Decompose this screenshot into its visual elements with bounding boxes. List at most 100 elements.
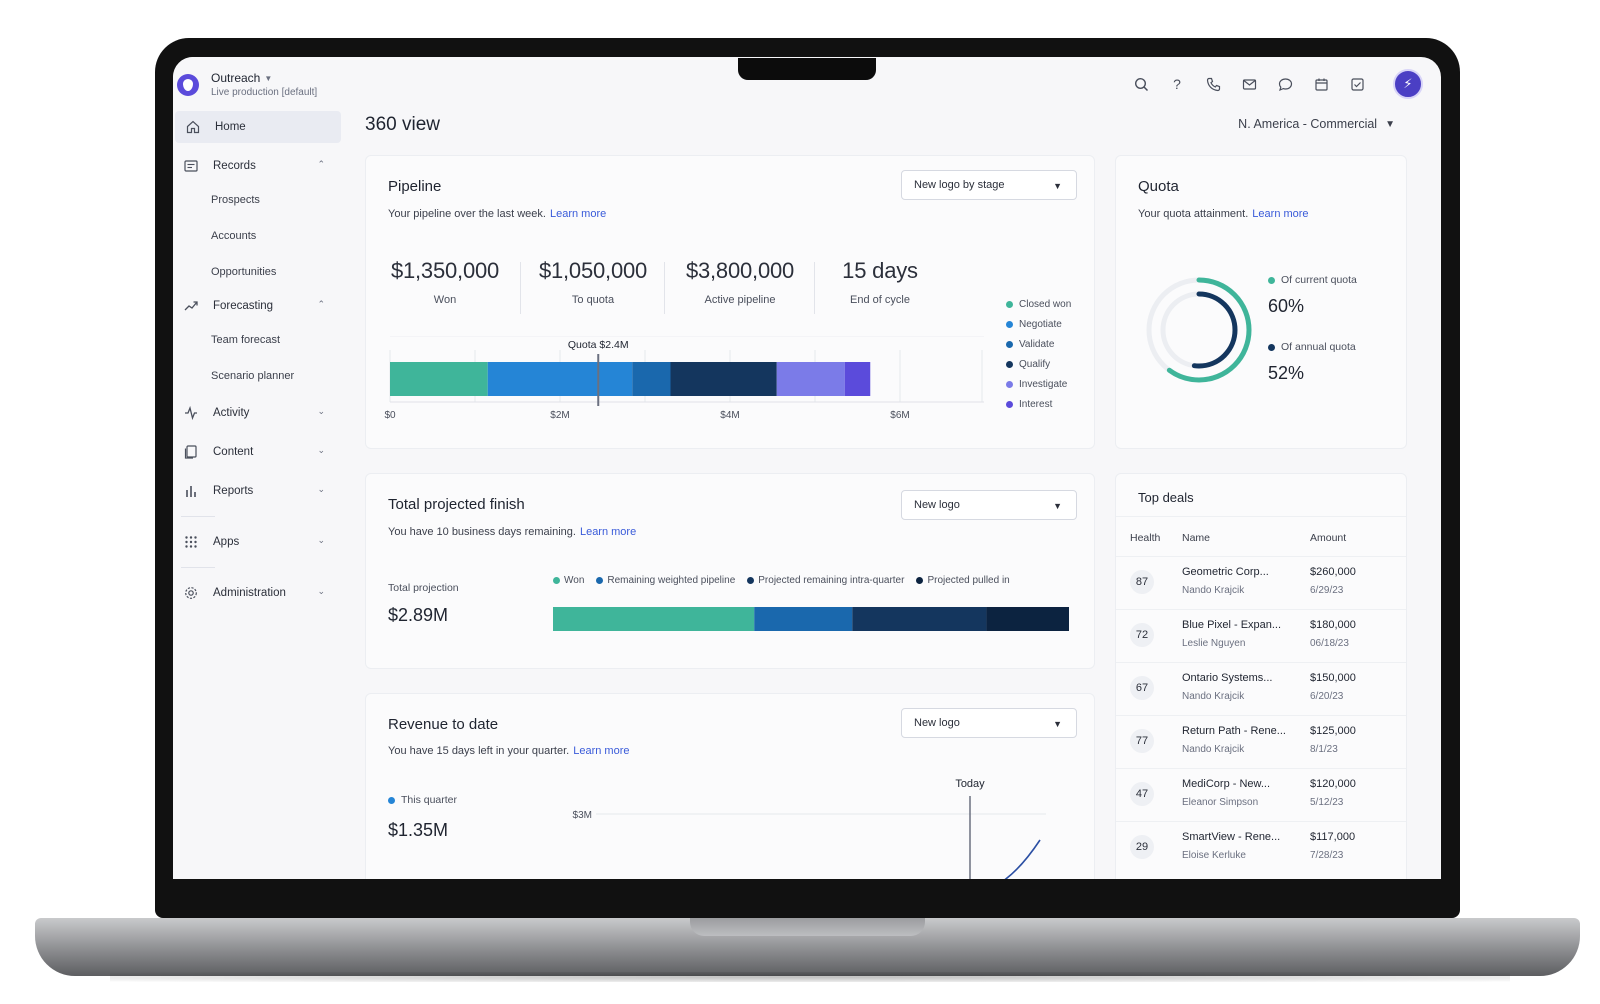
quota-current-value: 60% [1268,296,1305,316]
today-marker-label: Today [955,778,985,790]
revenue-view-select[interactable]: New logo ▼ [901,708,1077,738]
sidebar-item-reports[interactable]: Reports ⌄ [173,472,343,510]
projected-subtitle-text: You have 10 business days remaining. [388,526,576,538]
metric-divider [520,262,521,314]
deal-owner: Nando Krajcik [1182,691,1245,702]
sidebar-item-forecasting[interactable]: Forecasting ⌃ [173,290,343,322]
table-row[interactable]: 77 Return Path - Rene... Nando Krajcik $… [1116,715,1406,768]
help-icon[interactable]: ? [1173,76,1181,92]
table-row[interactable]: 72 Blue Pixel - Expan... Leslie Nguyen $… [1116,609,1406,662]
legend-label: Qualify [1019,358,1051,370]
projected-title: Total projected finish [388,496,525,513]
bar-segment[interactable] [632,362,671,396]
phone-icon[interactable] [1203,74,1223,94]
column-header-name[interactable]: Name [1182,532,1211,544]
learn-more-link[interactable]: Learn more [1252,208,1309,220]
bar-segment[interactable] [986,607,1069,631]
mail-icon[interactable] [1239,74,1259,94]
deal-close-date: 7/28/23 [1310,850,1344,861]
sidebar-item-label: Apps [213,536,240,548]
sidebar-item-opportunities[interactable]: Opportunities [211,266,277,278]
projected-view-select[interactable]: New logo ▼ [901,490,1077,520]
sidebar-item-scenario-planner[interactable]: Scenario planner [211,370,295,382]
sidebar-item-content[interactable]: Content ⌄ [173,432,343,472]
bar-segment[interactable] [487,362,633,396]
table-row[interactable]: 87 Geometric Corp... Nando Krajcik $260,… [1116,556,1406,609]
sidebar-item-prospects[interactable]: Prospects [211,194,260,206]
table-row[interactable]: 47 MediCorp - New... Eleanor Simpson $12… [1116,768,1406,821]
deal-owner: Nando Krajcik [1182,585,1245,596]
this-quarter-series-line [1004,839,1041,879]
legend-dot [1268,276,1275,284]
deal-amount: $150,000 [1310,672,1356,684]
metric-value: 15 days [842,258,918,283]
sidebar-item-accounts[interactable]: Accounts [211,230,257,242]
sidebar-item-home[interactable]: Home [175,111,341,143]
outreach-logo-icon [177,73,199,96]
table-row[interactable]: 67 Ontario Systems... Nando Krajcik $150… [1116,662,1406,715]
bar-segment[interactable] [390,362,488,396]
legend-dot [1006,340,1013,348]
pipeline-view-select[interactable]: New logo by stage ▼ [901,170,1077,200]
chevron-down-icon: ▼ [264,73,273,83]
sidebar-item-team-forecast[interactable]: Team forecast [211,334,281,346]
deal-close-date: 06/18/23 [1310,638,1349,649]
legend-dot [388,796,395,804]
legend-label: Validate [1019,338,1055,350]
learn-more-link[interactable]: Learn more [579,526,637,538]
projected-finish-card: Total projected finish You have 10 busin… [365,473,1095,669]
records-icon [183,158,199,174]
bar-segment[interactable] [852,607,987,631]
deal-amount: $180,000 [1310,619,1356,631]
legend-dot [1006,320,1013,328]
bar-segment[interactable] [844,362,871,396]
bar-segment[interactable] [553,607,755,631]
bar-segment[interactable] [776,362,845,396]
legend-label: Remaining weighted pipeline [607,575,736,586]
deal-name: Blue Pixel - Expan... [1182,619,1282,631]
projected-subtitle: You have 10 business days remaining. Lear… [388,526,636,538]
calendar-icon[interactable] [1311,74,1331,94]
deal-amount: $125,000 [1310,725,1356,737]
sidebar-item-apps[interactable]: Apps ⌄ [173,523,343,561]
workspace-switcher[interactable]: Outreach ▼ Live production [default] [177,71,317,98]
x-axis-tick-label: $4M [720,410,739,421]
pipeline-title: Pipeline [388,178,442,195]
select-value: New logo [914,499,960,511]
quota-annual: Of annual quota 52% [1268,341,1356,384]
bar-segment[interactable] [754,607,853,631]
metric-value: $1,350,000 [390,258,500,283]
quota-subtitle: Your quota attainment. Learn more [1138,208,1309,220]
bar-segment[interactable] [670,362,777,396]
legend-entry: Remaining weighted pipeline [596,575,735,586]
user-avatar[interactable]: ⚡ [1393,69,1423,99]
learn-more-link[interactable]: Learn more [573,745,630,757]
learn-more-link[interactable]: Learn more [549,208,607,220]
legend-dot [1006,300,1013,308]
legend-dot [1006,380,1013,388]
search-icon[interactable] [1131,74,1151,94]
page-title: 360 view [365,114,440,135]
sidebar-item-activity[interactable]: Activity ⌄ [173,394,343,432]
caret-down-icon: ▼ [1053,719,1062,729]
legend-entry: Negotiate [1006,314,1071,334]
legend-entry: Projected pulled in [916,575,1010,586]
tasks-icon[interactable] [1347,74,1367,94]
table-row[interactable]: 29 SmartView - Rene... Eloise Kerluke $1… [1116,821,1406,874]
region-selector[interactable]: N. America - Commercial ▼ [1238,117,1395,131]
deal-name: Geometric Corp... [1182,566,1269,578]
legend-dot [1006,400,1013,408]
health-score-badge: 87 [1130,570,1154,594]
column-header-amount[interactable]: Amount [1310,532,1347,544]
sidebar-item-records[interactable]: Records ⌃ [173,150,343,182]
legend-label: Negotiate [1019,318,1062,330]
chevron-down-icon: ⌄ [317,445,325,455]
deal-owner: Nando Krajcik [1182,744,1245,755]
column-header-health[interactable]: Health [1130,532,1161,544]
sidebar-item-administration[interactable]: Administration ⌄ [173,574,343,612]
topbar-actions: ? ⚡ [1131,69,1423,99]
chat-icon[interactable] [1275,74,1295,94]
sidebar-item-label: Reports [213,485,254,497]
deal-name: Ontario Systems... [1182,672,1273,684]
health-score-badge: 47 [1130,782,1154,806]
